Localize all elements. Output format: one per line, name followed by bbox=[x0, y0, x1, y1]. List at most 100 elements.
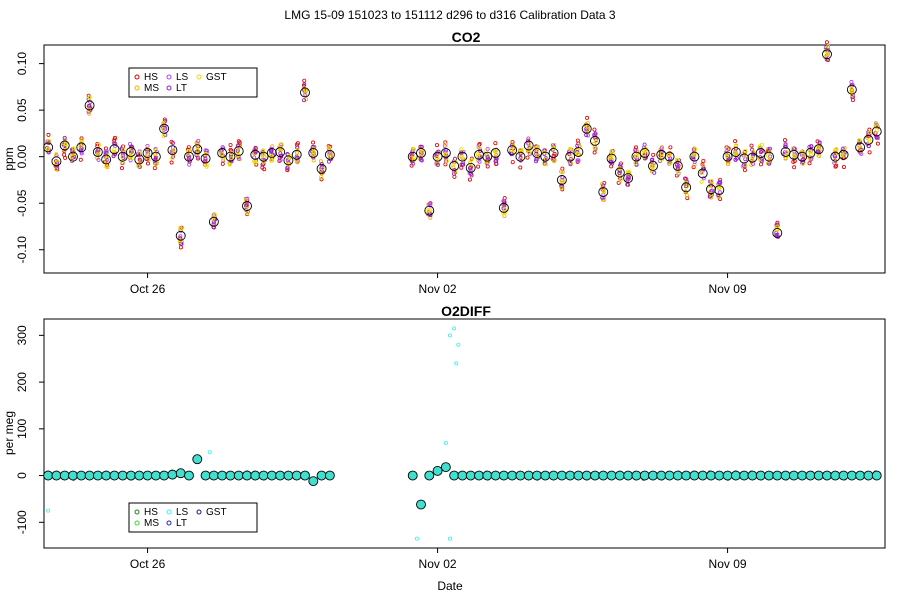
o2diff-legend-lt-label: LT bbox=[176, 518, 187, 529]
co2-mean-point bbox=[490, 148, 501, 158]
co2-raw-point bbox=[716, 193, 721, 198]
co2-mean-point bbox=[813, 144, 824, 155]
co2-x-axis: Oct 26 Nov 02 Nov 09 bbox=[130, 273, 747, 296]
co2-raw-point bbox=[145, 161, 150, 166]
co2-raw-point bbox=[169, 160, 174, 165]
co2-raw-point bbox=[675, 164, 680, 169]
co2-raw-point bbox=[186, 153, 191, 158]
co2-legend-hs-marker bbox=[134, 74, 140, 80]
co2-mean-point bbox=[515, 151, 526, 162]
o2diff-mean-point bbox=[871, 470, 882, 481]
o2diff-mean-fill bbox=[60, 471, 70, 481]
co2-raw-point bbox=[96, 151, 101, 156]
o2diff-mean-fill bbox=[317, 471, 327, 481]
co2-raw-point bbox=[717, 190, 722, 195]
co2-raw-point bbox=[857, 138, 862, 143]
co2-raw-point bbox=[575, 151, 580, 156]
co2-raw-point bbox=[668, 145, 673, 150]
o2diff-mean-fill bbox=[756, 471, 766, 481]
co2-raw-point bbox=[120, 159, 125, 164]
co2-raw-point bbox=[840, 152, 845, 157]
co2-raw-point bbox=[560, 170, 565, 175]
co2-mean-point bbox=[242, 201, 252, 211]
co2-raw-point bbox=[775, 220, 780, 225]
co2-mean-point bbox=[134, 154, 145, 165]
co2-mean-point bbox=[465, 162, 476, 173]
co2-raw-point bbox=[486, 160, 491, 165]
co2-raw-point bbox=[709, 192, 714, 197]
co2-raw-point bbox=[659, 155, 664, 160]
co2-raw-point bbox=[436, 149, 441, 154]
o2diff-legend-ls-label: LS bbox=[176, 507, 189, 518]
o2diff-legend-lt-marker bbox=[166, 520, 172, 526]
co2-raw-point bbox=[45, 146, 50, 151]
co2-mean-point bbox=[449, 161, 460, 171]
co2-mean-point bbox=[581, 123, 592, 134]
co2-ytick-label: 0.10 bbox=[15, 52, 29, 76]
co2-raw-point bbox=[783, 142, 788, 147]
co2-raw-point bbox=[468, 168, 473, 173]
co2-raw-point bbox=[825, 52, 830, 57]
o2diff-legend-box bbox=[128, 502, 258, 533]
o2diff-mean-fill bbox=[772, 471, 782, 481]
co2-raw-point bbox=[295, 145, 300, 150]
co2-raw-point bbox=[709, 188, 714, 193]
co2-raw-point bbox=[817, 140, 822, 145]
co2-mean-points bbox=[43, 49, 882, 241]
co2-raw-point bbox=[652, 170, 657, 175]
o2diff-mean-fill bbox=[93, 471, 103, 481]
co2-raw-point bbox=[642, 142, 647, 147]
co2-ytick-label: -0.05 bbox=[15, 189, 29, 217]
co2-mean-point bbox=[51, 156, 62, 167]
co2-mean-point bbox=[432, 151, 443, 162]
co2-raw-point bbox=[625, 177, 630, 182]
o2diff-mean-fill bbox=[731, 471, 741, 481]
co2-raw-point bbox=[452, 171, 457, 176]
co2-xtick-label: Oct 26 bbox=[130, 282, 166, 296]
co2-raw-point bbox=[467, 166, 472, 171]
o2diff-title: O2DIFF bbox=[441, 303, 491, 319]
co2-xtick-label: Nov 09 bbox=[709, 282, 747, 296]
co2-raw-point bbox=[493, 141, 498, 146]
co2-raw-point bbox=[617, 171, 622, 176]
co2-mean-point bbox=[590, 135, 600, 146]
co2-raw-point bbox=[311, 152, 316, 157]
co2-mean-point bbox=[258, 151, 269, 162]
o2diff-mean-fill bbox=[51, 471, 61, 481]
o2diff-outlier-point bbox=[207, 450, 212, 455]
co2-raw-point bbox=[294, 158, 299, 163]
x-axis-label: Date bbox=[437, 579, 463, 593]
co2-raw-point bbox=[684, 193, 689, 198]
o2diff-mean-fill bbox=[805, 471, 815, 481]
co2-raw-point bbox=[874, 128, 879, 133]
co2-raw-point bbox=[552, 159, 557, 164]
co2-raw-point bbox=[295, 151, 300, 156]
co2-raw-point bbox=[750, 153, 755, 158]
co2-mean-point bbox=[631, 151, 642, 162]
co2-raw-point bbox=[510, 160, 515, 165]
o2diff-mean-fill bbox=[590, 471, 600, 481]
co2-raw-point bbox=[178, 234, 183, 239]
o2diff-mean-fill bbox=[640, 471, 650, 481]
o2diff-mean-fill bbox=[631, 471, 641, 481]
co2-plot-frame bbox=[43, 44, 886, 274]
co2-raw-point bbox=[295, 147, 300, 152]
co2-legend-lt: LT bbox=[166, 83, 187, 94]
co2-raw-point bbox=[96, 157, 101, 162]
o2diff-outlier-point bbox=[447, 536, 452, 541]
o2diff-mean-fill bbox=[217, 471, 227, 481]
o2diff-mean-point bbox=[300, 470, 310, 481]
co2-mean-point bbox=[565, 151, 576, 162]
co2-mean-point bbox=[747, 152, 758, 163]
co2-raw-point bbox=[228, 147, 233, 152]
co2-raw-point bbox=[774, 233, 779, 238]
co2-raw-point bbox=[651, 152, 656, 157]
co2-raw-point bbox=[152, 166, 157, 171]
co2-raw-point bbox=[252, 159, 257, 164]
o2diff-mean-fill bbox=[143, 471, 153, 481]
co2-raw-point bbox=[676, 170, 681, 175]
co2-raw-point bbox=[493, 149, 498, 154]
co2-y-axis: -0.10 -0.05 0.00 0.05 0.10 bbox=[15, 52, 44, 263]
co2-mean-point bbox=[457, 151, 468, 162]
